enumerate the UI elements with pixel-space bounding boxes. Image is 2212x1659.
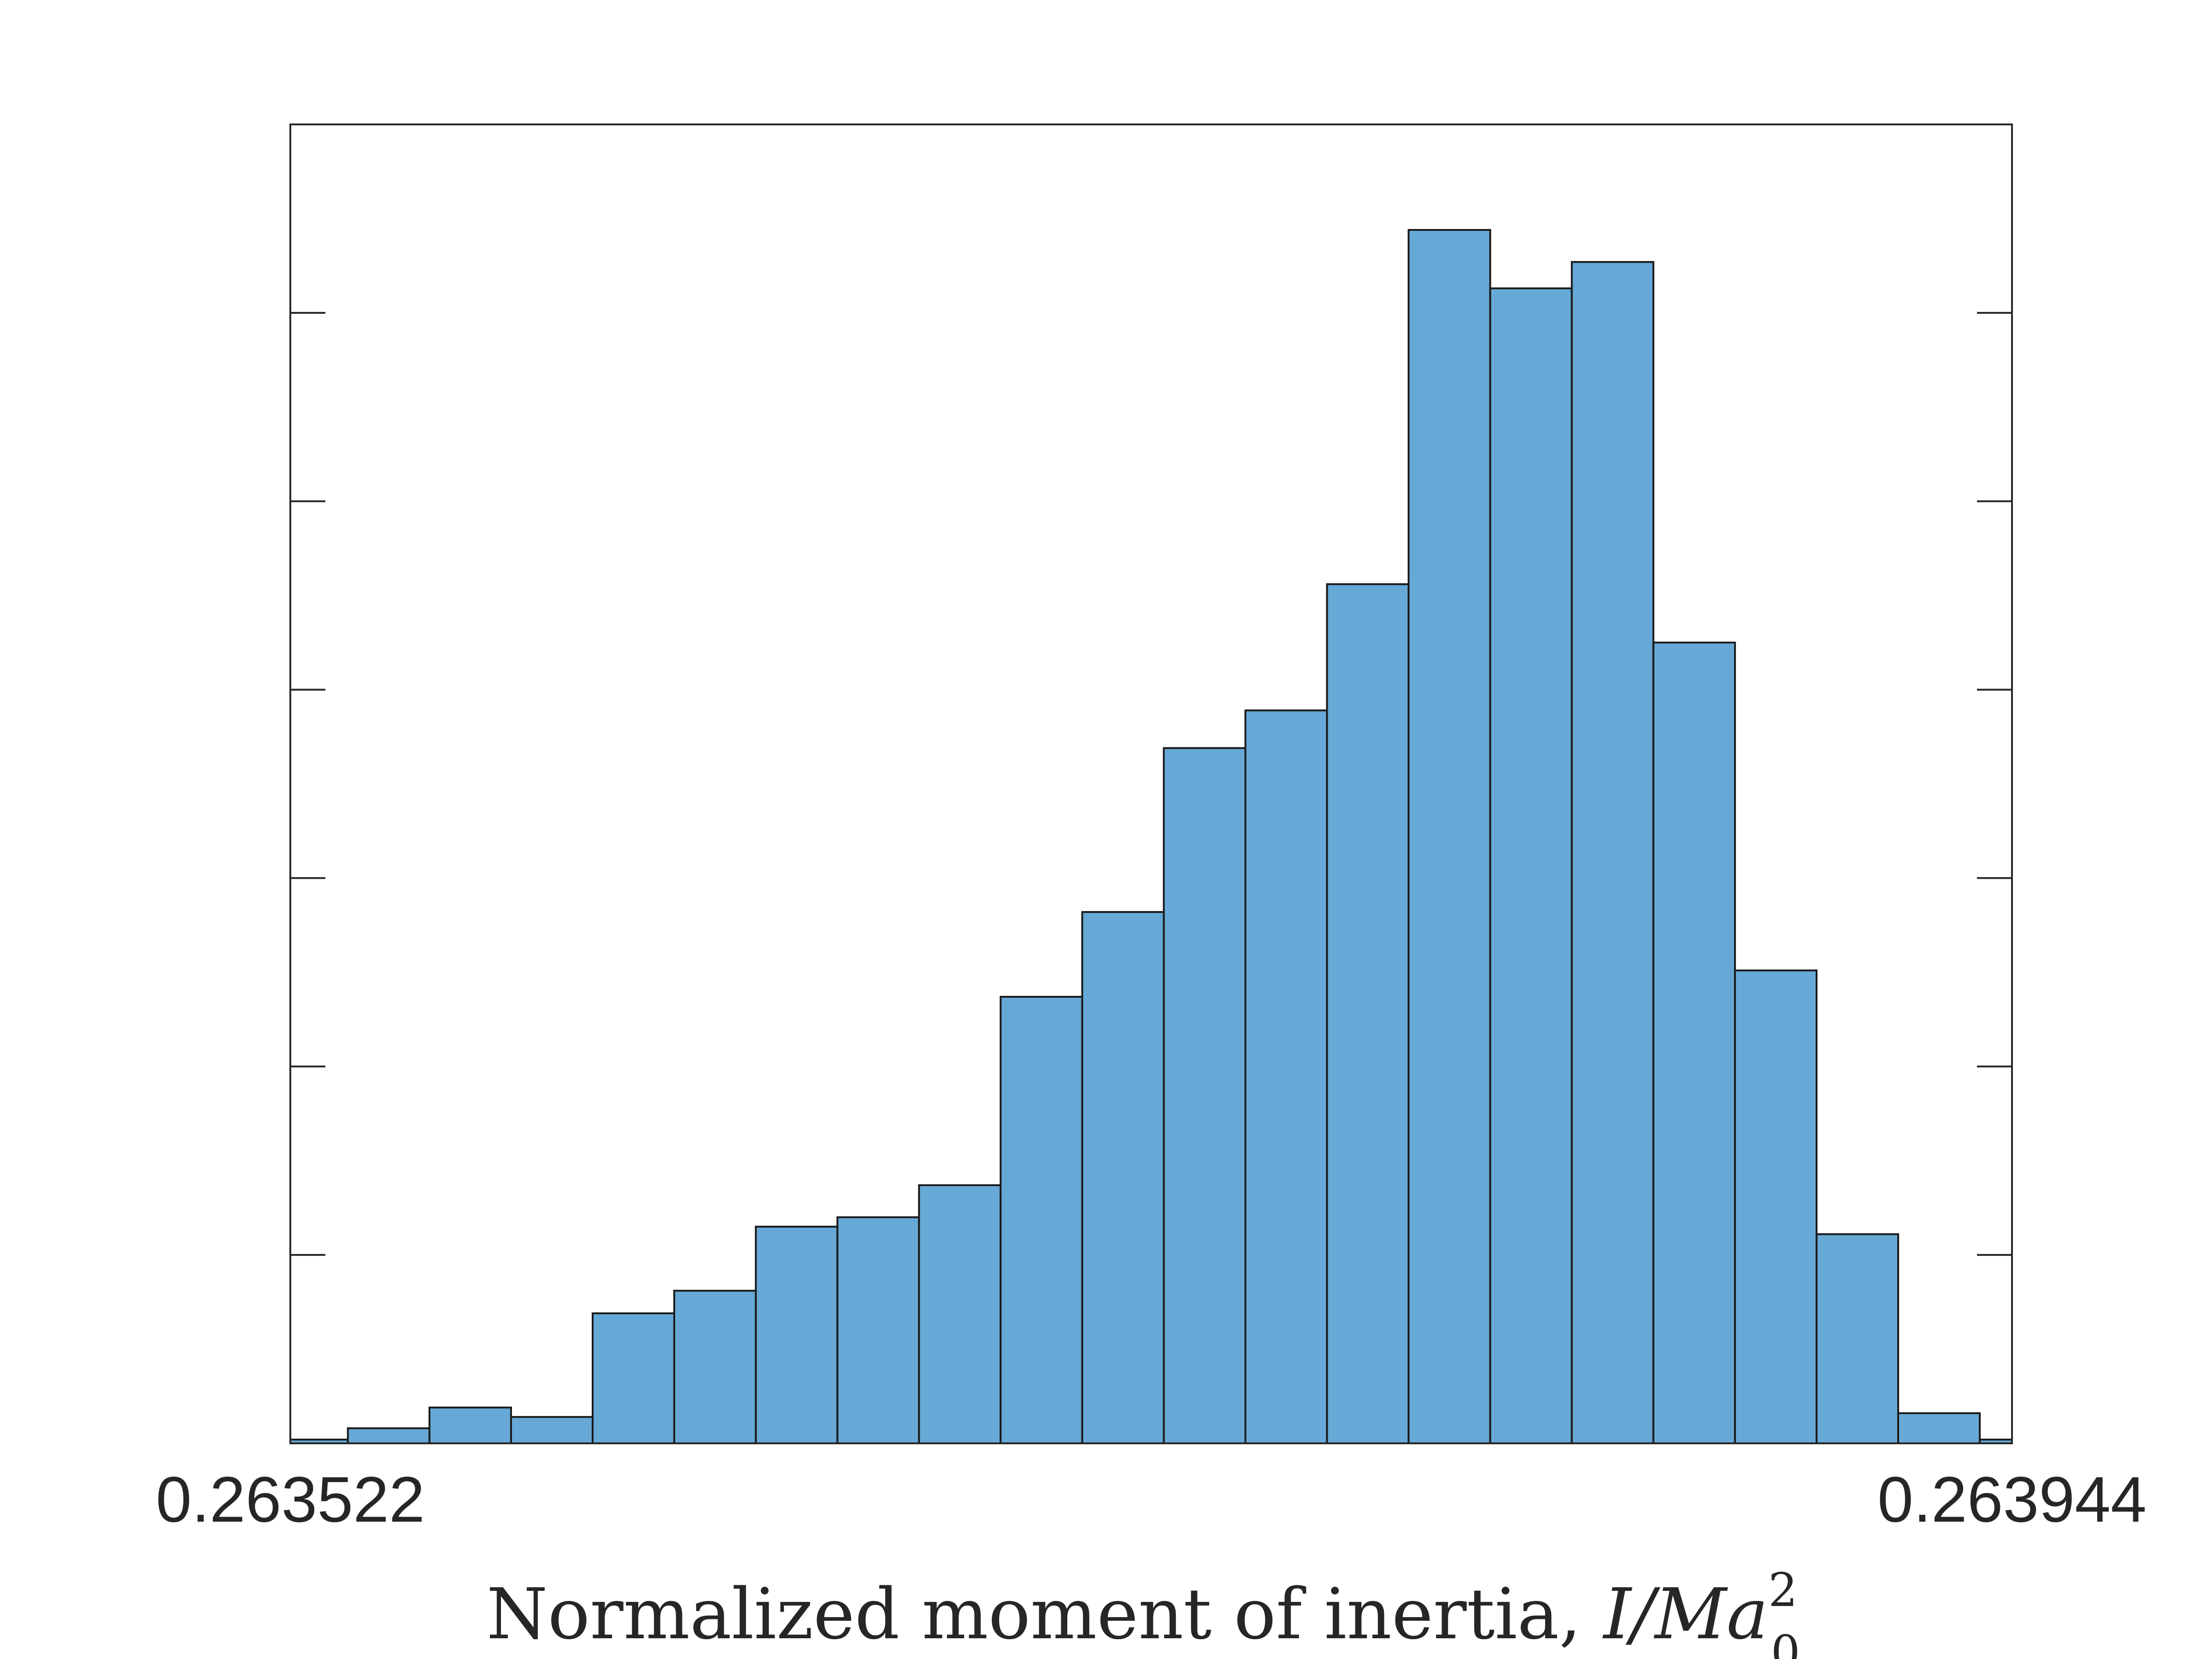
histogram-bar-18 — [1652, 641, 1736, 1444]
x-axis-title-math: I/Ma — [1602, 1573, 1769, 1655]
histogram-bar-5 — [592, 1312, 676, 1445]
histogram-bar-17 — [1571, 261, 1654, 1444]
x-tick-label-min: 0.263522 — [156, 1463, 425, 1535]
histogram-bar-20 — [1815, 1233, 1899, 1444]
histogram-bar-9 — [918, 1184, 1002, 1444]
x-tick-labels: 0.263522 0.263944 — [156, 1463, 2147, 1535]
histogram-bar-14 — [1326, 583, 1410, 1444]
x-tick-label-max: 0.263944 — [1877, 1463, 2147, 1535]
histogram-bar-19 — [1734, 969, 1818, 1444]
histogram-bar-11 — [1081, 911, 1165, 1444]
x-axis-title-subscript: 0 — [1771, 1625, 1800, 1659]
histogram-bar-10 — [1000, 996, 1083, 1444]
histogram-bar-21 — [1897, 1412, 1981, 1444]
histogram-bar-3 — [428, 1406, 512, 1444]
axis-ticks — [290, 312, 2012, 1256]
histogram-bars — [289, 229, 2013, 1445]
histogram-bar-16 — [1489, 287, 1573, 1444]
x-axis-title-superscript: 2 — [1768, 1563, 1798, 1617]
histogram-bar-8 — [836, 1216, 920, 1444]
x-axis-title-text: Normalized moment of inertia, — [487, 1573, 1604, 1655]
axes-frame — [289, 124, 2013, 1444]
histogram-bar-6 — [673, 1289, 757, 1444]
histogram-bar-4 — [510, 1416, 594, 1445]
x-axis-title: Normalized moment of inertia, I/Ma2 0 — [487, 1563, 1800, 1659]
histogram-bar-2 — [347, 1427, 430, 1445]
histogram-bar-7 — [755, 1225, 839, 1444]
histogram-bar-13 — [1244, 709, 1328, 1444]
histogram-bar-12 — [1163, 747, 1247, 1444]
histogram-bar-15 — [1407, 229, 1491, 1445]
